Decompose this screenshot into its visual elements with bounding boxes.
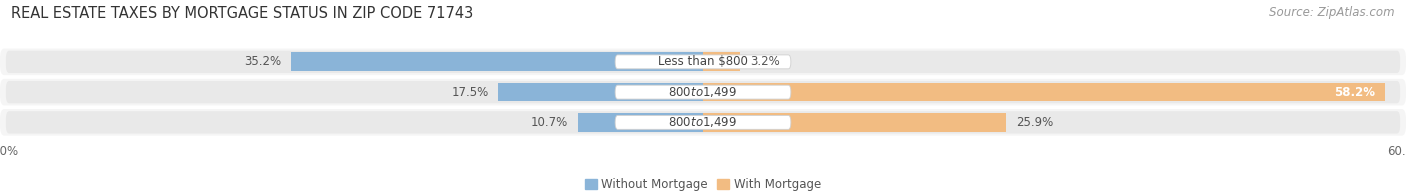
Text: 25.9%: 25.9% — [1015, 116, 1053, 129]
FancyBboxPatch shape — [6, 81, 1400, 103]
FancyBboxPatch shape — [0, 79, 1406, 105]
Text: $800 to $1,499: $800 to $1,499 — [668, 85, 738, 99]
FancyBboxPatch shape — [0, 109, 1406, 136]
Text: 10.7%: 10.7% — [531, 116, 568, 129]
FancyBboxPatch shape — [0, 49, 1406, 75]
FancyBboxPatch shape — [616, 55, 790, 69]
FancyBboxPatch shape — [6, 51, 1400, 73]
Text: 17.5%: 17.5% — [451, 86, 489, 99]
Text: 35.2%: 35.2% — [245, 55, 281, 68]
Text: $800 to $1,499: $800 to $1,499 — [668, 115, 738, 129]
Text: 58.2%: 58.2% — [1334, 86, 1375, 99]
Bar — [291, 53, 703, 71]
Bar — [703, 113, 1007, 132]
Text: REAL ESTATE TAXES BY MORTGAGE STATUS IN ZIP CODE 71743: REAL ESTATE TAXES BY MORTGAGE STATUS IN … — [11, 6, 474, 21]
FancyBboxPatch shape — [616, 115, 790, 129]
Bar — [703, 53, 741, 71]
FancyBboxPatch shape — [6, 111, 1400, 133]
Bar — [498, 83, 703, 102]
Text: 3.2%: 3.2% — [749, 55, 779, 68]
Bar — [703, 83, 1385, 102]
Text: Source: ZipAtlas.com: Source: ZipAtlas.com — [1270, 6, 1395, 19]
FancyBboxPatch shape — [616, 85, 790, 99]
Bar — [578, 113, 703, 132]
Legend: Without Mortgage, With Mortgage: Without Mortgage, With Mortgage — [581, 173, 825, 196]
Text: Less than $800: Less than $800 — [658, 55, 748, 68]
